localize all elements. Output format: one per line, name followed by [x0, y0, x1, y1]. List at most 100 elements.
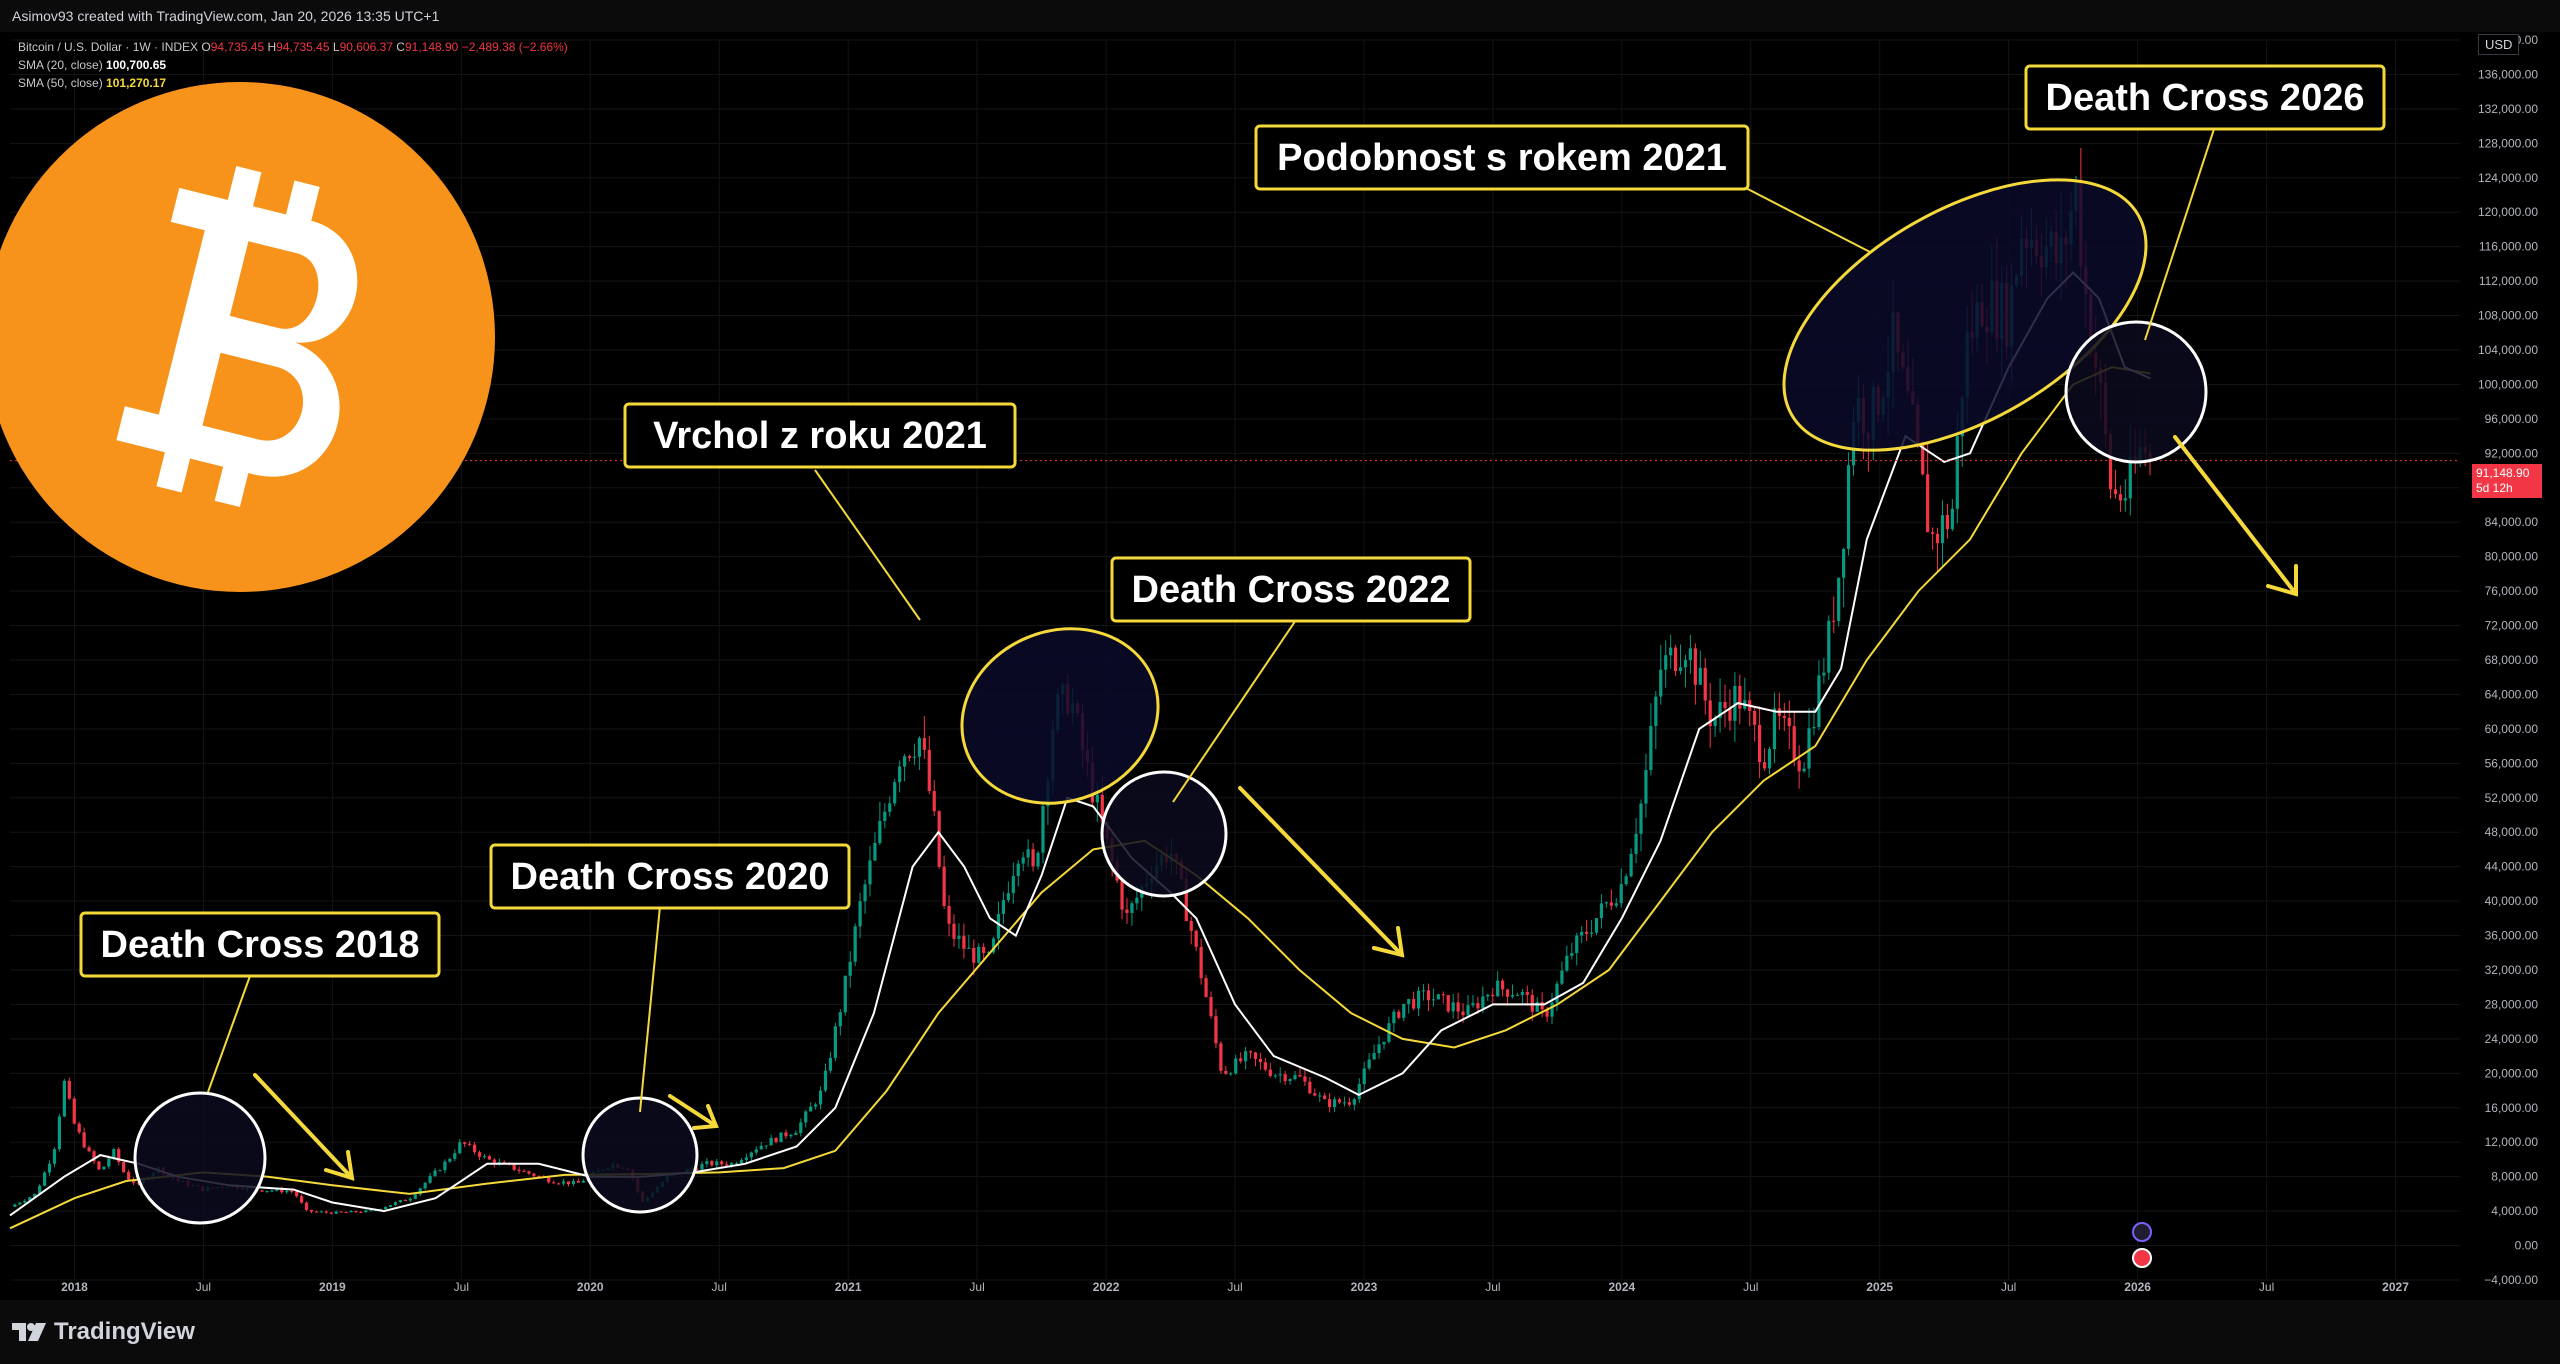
- candle-body: [1782, 715, 1786, 718]
- candle-body: [1832, 620, 1836, 622]
- tradingview-logo[interactable]: TradingView: [12, 1318, 195, 1346]
- candle-body: [1520, 992, 1524, 995]
- time-tick-label: 2026: [2124, 1280, 2151, 1294]
- candle-body: [774, 1137, 778, 1143]
- candle-body: [1352, 1099, 1356, 1105]
- legend-sma20-row[interactable]: SMA (20, close) 100,700.65: [18, 56, 568, 74]
- candle-body: [2113, 489, 2118, 495]
- candle-body: [72, 1098, 76, 1124]
- candle-body: [804, 1111, 808, 1123]
- candle-body: [1733, 685, 1737, 721]
- candle-body: [1703, 667, 1707, 701]
- candle-body: [1313, 1093, 1317, 1096]
- price-tick-label: 64,000.00: [2485, 687, 2539, 701]
- candle-body: [932, 791, 936, 812]
- low-label: L: [332, 40, 340, 54]
- candle-body: [996, 913, 1001, 939]
- candle-body: [1540, 1002, 1544, 1010]
- price-axis[interactable]: −4,000.00 0.00 4,000.00 8,000.00 12,000.00 16…: [2460, 32, 2560, 1300]
- price-tick-label: 100,000.00: [2478, 377, 2538, 391]
- candle-body: [359, 1212, 363, 1214]
- candle-body: [502, 1162, 506, 1164]
- candle-body: [557, 1183, 561, 1185]
- candle-body: [1772, 708, 1777, 750]
- candle-body: [1624, 876, 1628, 885]
- candle-body: [1723, 702, 1727, 709]
- price-tick-label: 104,000.00: [2478, 343, 2538, 357]
- candle-body: [1214, 1016, 1218, 1044]
- arrow-down-2018: [253, 1073, 355, 1181]
- candle-body: [937, 811, 941, 867]
- candle-body: [1688, 648, 1693, 661]
- candle-body: [1016, 863, 1020, 877]
- candle-body: [309, 1209, 314, 1212]
- arrow-down-2022: [1238, 786, 1405, 958]
- candle-body: [1594, 918, 1599, 933]
- candle-body: [1337, 1099, 1342, 1103]
- price-tick-label: 112,000.00: [2479, 274, 2538, 288]
- currency-button[interactable]: USD: [2478, 34, 2520, 55]
- symbol-legend: Bitcoin / U.S. Dollar · 1W · INDEX O94,7…: [18, 38, 568, 92]
- candle-body: [354, 1210, 358, 1213]
- price-tick-label: 80,000.00: [2485, 550, 2539, 564]
- label-dc2026: Death Cross 2026: [2046, 77, 2365, 119]
- candle-body: [1031, 849, 1035, 867]
- bar-countdown: 5d 12h: [2476, 481, 2513, 495]
- candle-body: [1580, 931, 1584, 936]
- price-tick-label: 132,000.00: [2478, 102, 2538, 116]
- candle-body: [522, 1170, 526, 1172]
- legend-sma50-row[interactable]: SMA (50, close) 101,270.17: [18, 74, 568, 92]
- time-tick-label: Jul: [196, 1280, 211, 1294]
- candle-body: [1273, 1075, 1277, 1077]
- candle-body: [1545, 1009, 1549, 1017]
- candle-body: [561, 1181, 566, 1184]
- candle-body: [952, 923, 956, 939]
- sma50-value: 101,270.17: [106, 76, 167, 90]
- candle-body: [1357, 1084, 1361, 1100]
- candle-body: [127, 1172, 131, 1180]
- candle-body: [1426, 990, 1431, 1001]
- label-vrchol: Vrchol z roku 2021: [653, 415, 987, 457]
- candle-body: [537, 1176, 541, 1178]
- price-tick-label: 52,000.00: [2485, 791, 2539, 805]
- footer: TradingView: [0, 1300, 2560, 1364]
- candle-body: [1402, 1003, 1406, 1018]
- price-tick-label: 96,000.00: [2485, 412, 2539, 426]
- high-label: H: [267, 40, 277, 54]
- candle-body: [1377, 1044, 1381, 1054]
- candle-body: [1575, 935, 1579, 954]
- candle-body: [1372, 1053, 1376, 1060]
- candle-body: [1001, 900, 1006, 914]
- candle-body: [912, 756, 917, 758]
- candle-body: [319, 1211, 323, 1213]
- candle-body: [1248, 1051, 1253, 1053]
- candle-body: [784, 1132, 788, 1137]
- time-axis[interactable]: 2018 Jul 2019 Jul 2020 Jul 2021 Jul 2022 Jul 2023 J…: [61, 1280, 2409, 1294]
- candle-body: [1416, 990, 1421, 1009]
- candle-body: [888, 803, 892, 812]
- candle-body: [1303, 1076, 1307, 1082]
- candle-body: [1011, 876, 1015, 894]
- candle-body: [1950, 508, 1954, 530]
- candle-body: [853, 926, 857, 962]
- event-icons[interactable]: [2132, 1222, 2152, 1268]
- candle-body: [102, 1166, 106, 1170]
- candle-body: [52, 1149, 57, 1164]
- candle-body: [413, 1194, 417, 1199]
- candle-body: [710, 1161, 714, 1166]
- sma50-label: SMA (50, close): [18, 76, 103, 90]
- candle-body: [818, 1090, 823, 1105]
- candle-body: [1006, 893, 1010, 901]
- candle-body: [1525, 992, 1529, 995]
- candle-body: [1471, 1003, 1475, 1006]
- candle-body: [1753, 710, 1757, 725]
- change-value: −2,489.38 (−2.66%): [461, 40, 568, 54]
- last-price-value: 91,148.90: [2476, 466, 2530, 480]
- open-value: 94,735.45: [210, 40, 265, 54]
- time-tick-label: Jul: [969, 1280, 984, 1294]
- candle-body: [1407, 999, 1411, 1004]
- time-tick-label: 2020: [577, 1280, 604, 1294]
- candle-body: [1323, 1095, 1327, 1100]
- symbol-name[interactable]: Bitcoin / U.S. Dollar · 1W · INDEX: [18, 40, 199, 54]
